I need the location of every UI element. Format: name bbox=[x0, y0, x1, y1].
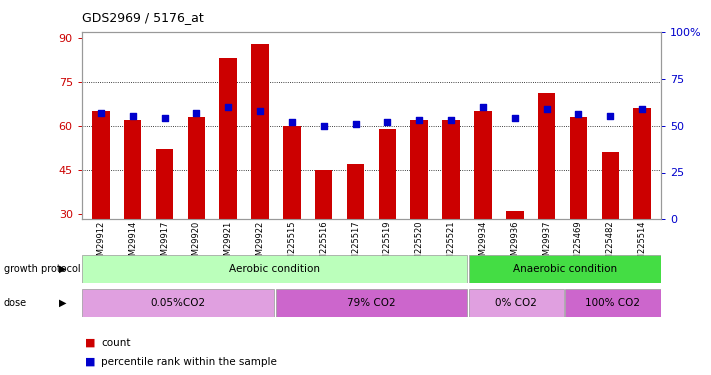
Text: 100% CO2: 100% CO2 bbox=[585, 298, 641, 308]
Point bbox=[159, 115, 170, 121]
Text: dose: dose bbox=[4, 298, 27, 308]
Bar bbox=[347, 164, 364, 219]
Text: ▶: ▶ bbox=[58, 298, 66, 308]
Bar bbox=[634, 108, 651, 219]
Bar bbox=[565, 289, 661, 317]
Bar bbox=[442, 120, 460, 219]
Bar bbox=[410, 120, 428, 219]
Bar bbox=[156, 149, 173, 219]
Text: percentile rank within the sample: percentile rank within the sample bbox=[101, 357, 277, 367]
Point bbox=[382, 119, 393, 125]
Text: ▶: ▶ bbox=[58, 264, 66, 274]
Bar bbox=[124, 120, 141, 219]
Text: 0% CO2: 0% CO2 bbox=[496, 298, 538, 308]
Bar bbox=[474, 111, 492, 219]
Bar bbox=[82, 289, 274, 317]
Bar bbox=[188, 117, 205, 219]
Text: Aerobic condition: Aerobic condition bbox=[230, 264, 321, 274]
Bar bbox=[315, 170, 333, 219]
Text: 0.05%CO2: 0.05%CO2 bbox=[151, 298, 206, 308]
Point bbox=[318, 123, 329, 129]
Point bbox=[287, 119, 298, 125]
Point bbox=[604, 113, 616, 119]
Bar bbox=[276, 289, 467, 317]
Bar bbox=[469, 289, 564, 317]
Bar bbox=[92, 111, 109, 219]
Bar bbox=[538, 93, 555, 219]
Bar bbox=[220, 58, 237, 219]
Point bbox=[477, 104, 488, 110]
Point bbox=[541, 106, 552, 112]
Point bbox=[223, 104, 234, 110]
Bar bbox=[379, 129, 396, 219]
Bar bbox=[506, 211, 523, 219]
Point bbox=[414, 117, 425, 123]
Point bbox=[191, 110, 202, 116]
Text: count: count bbox=[101, 338, 130, 348]
Point bbox=[255, 108, 266, 114]
Point bbox=[445, 117, 456, 123]
Point bbox=[636, 106, 648, 112]
Text: GDS2969 / 5176_at: GDS2969 / 5176_at bbox=[82, 11, 203, 24]
Bar bbox=[283, 126, 301, 219]
Point bbox=[573, 111, 584, 117]
Text: ■: ■ bbox=[85, 338, 96, 348]
Bar bbox=[570, 117, 587, 219]
Point bbox=[127, 113, 139, 119]
Point bbox=[95, 110, 107, 116]
Point bbox=[509, 115, 520, 121]
Bar bbox=[251, 44, 269, 219]
Text: ■: ■ bbox=[85, 357, 96, 367]
Text: Anaerobic condition: Anaerobic condition bbox=[513, 264, 616, 274]
Bar bbox=[469, 255, 661, 283]
Text: 79% CO2: 79% CO2 bbox=[347, 298, 396, 308]
Bar bbox=[82, 255, 467, 283]
Text: growth protocol: growth protocol bbox=[4, 264, 80, 274]
Point bbox=[350, 121, 361, 127]
Bar bbox=[602, 152, 619, 219]
